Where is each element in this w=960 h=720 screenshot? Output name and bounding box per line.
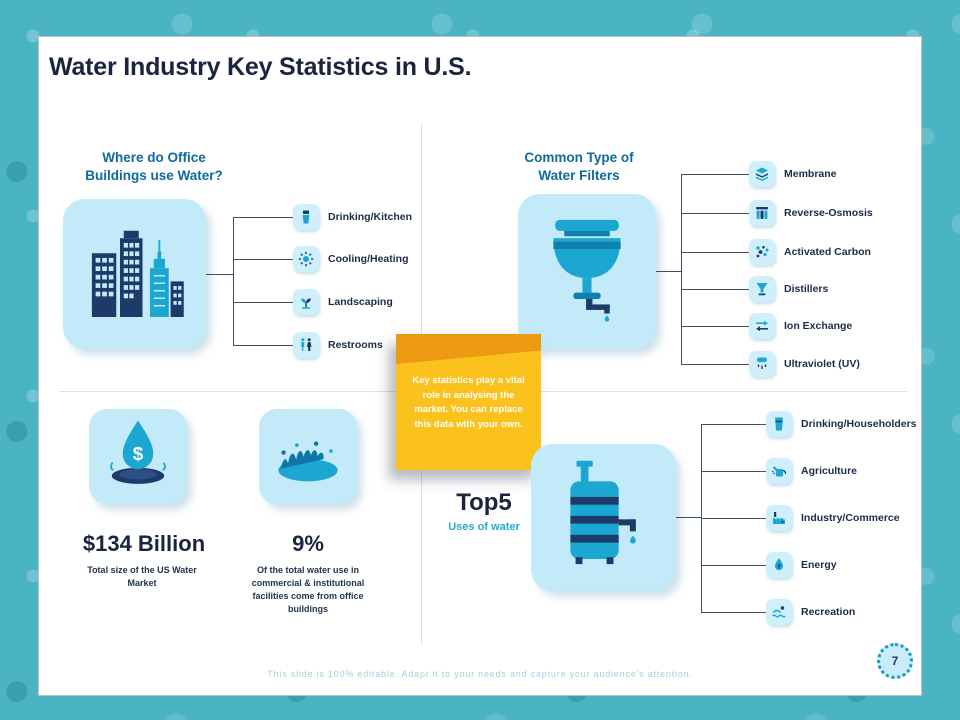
- membrane-icon: [749, 161, 775, 187]
- item-label: Ion Exchange: [784, 320, 853, 332]
- list-item: Cooling/Heating: [293, 246, 409, 272]
- sticky-note-text: Key statistics play a vital role in anal…: [412, 375, 525, 431]
- water-tank-icon: [548, 459, 660, 576]
- office-water-heading: Where do Office Buildings use Water?: [85, 150, 223, 184]
- item-label: Distillers: [784, 283, 829, 295]
- item-label: Landscaping: [328, 296, 393, 308]
- list-item: Membrane: [749, 161, 837, 187]
- drinking-householders-icon: [766, 411, 792, 437]
- connector-line: [233, 217, 234, 345]
- list-item: Restrooms: [293, 332, 383, 358]
- sticky-note: Key statistics play a vital role in anal…: [396, 334, 541, 470]
- connector-line: [233, 302, 293, 303]
- item-label: Reverse-Osmosis: [784, 207, 873, 219]
- activated-carbon-icon: [749, 239, 775, 265]
- connector-line: [701, 424, 766, 425]
- drinking-kitchen-icon: [293, 204, 319, 230]
- connector-line: [681, 326, 749, 327]
- connector-line: [701, 518, 766, 519]
- water-filter-icon: [537, 214, 637, 329]
- stat-caption: Total size of the US Water Market: [87, 565, 197, 589]
- list-item: Drinking/Kitchen: [293, 204, 412, 230]
- connector-line: [681, 213, 749, 214]
- connector-line: [656, 271, 681, 272]
- list-item: Ultraviolet (UV): [749, 351, 860, 377]
- industry-commerce-icon: [766, 505, 792, 531]
- agriculture-icon: [766, 458, 792, 484]
- item-label: Ultraviolet (UV): [784, 358, 860, 370]
- office-building-card: [63, 199, 206, 349]
- list-item: Distillers: [749, 276, 828, 302]
- ultraviolet-icon: [749, 351, 775, 377]
- connector-line: [701, 612, 766, 613]
- stat-value: 9%: [292, 531, 324, 556]
- item-label: Drinking/Householders: [801, 418, 917, 430]
- list-item: Activated Carbon: [749, 239, 871, 265]
- recreation-icon: [766, 599, 792, 625]
- money-drop-card: $: [89, 409, 187, 504]
- stat-value: $134 Billion: [82, 531, 206, 556]
- restrooms-icon: [293, 332, 319, 358]
- item-label: Cooling/Heating: [328, 253, 409, 265]
- cooling-heating-icon: [293, 246, 319, 272]
- stat-caption: Of the total water use in commercial & i…: [251, 565, 365, 615]
- office-building-icon: [83, 227, 187, 322]
- connector-line: [701, 471, 766, 472]
- list-item: Drinking/Householders: [766, 411, 917, 437]
- connector-line: [681, 174, 749, 175]
- connector-line: [681, 289, 749, 290]
- water-splash-card: [259, 409, 357, 504]
- water-splash-icon: [267, 417, 349, 496]
- list-item: Landscaping: [293, 289, 393, 315]
- svg-text:$: $: [133, 444, 144, 465]
- water-filters-heading: Common Type of Water Filters: [524, 150, 634, 184]
- list-item: Reverse-Osmosis: [749, 200, 873, 226]
- page-number-badge: 7: [877, 643, 913, 679]
- connector-line: [681, 252, 749, 253]
- water-filter-card: [518, 194, 656, 349]
- slide: Water Industry Key Statistics in U.S. Wh…: [38, 36, 922, 696]
- list-item: Ion Exchange: [749, 313, 852, 339]
- ion-exchange-icon: [749, 313, 775, 339]
- item-label: Energy: [801, 559, 837, 571]
- item-label: Drinking/Kitchen: [328, 211, 413, 223]
- connector-line: [233, 217, 293, 218]
- item-label: Activated Carbon: [784, 246, 871, 258]
- item-label: Recreation: [801, 606, 856, 618]
- list-item: Recreation: [766, 599, 855, 625]
- item-label: Agriculture: [801, 465, 858, 477]
- connector-line: [681, 364, 749, 365]
- distillers-icon: [749, 276, 775, 302]
- connector-line: [681, 174, 682, 364]
- page-title: Water Industry Key Statistics in U.S.: [49, 53, 472, 81]
- connector-line: [206, 274, 233, 275]
- item-label: Industry/Commerce: [801, 512, 900, 524]
- connector-line: [676, 517, 701, 518]
- energy-icon: [766, 552, 792, 578]
- connector-line: [233, 345, 293, 346]
- top5-title: Top5: [456, 489, 512, 516]
- reverse-osmosis-icon: [749, 200, 775, 226]
- connector-line: [701, 565, 766, 566]
- item-label: Membrane: [784, 168, 837, 180]
- water-tank-card: [531, 444, 676, 591]
- footer-note: This slide is 100% editable. Adapt it to…: [267, 669, 693, 679]
- connector-line: [233, 259, 293, 260]
- landscaping-icon: [293, 289, 319, 315]
- top5-subtitle: Uses of water: [448, 521, 520, 533]
- list-item: Agriculture: [766, 458, 857, 484]
- money-drop-icon: $: [98, 417, 178, 496]
- page-number: 7: [891, 654, 899, 668]
- list-item: Industry/Commerce: [766, 505, 900, 531]
- list-item: Energy: [766, 552, 837, 578]
- item-label: Restrooms: [328, 339, 383, 351]
